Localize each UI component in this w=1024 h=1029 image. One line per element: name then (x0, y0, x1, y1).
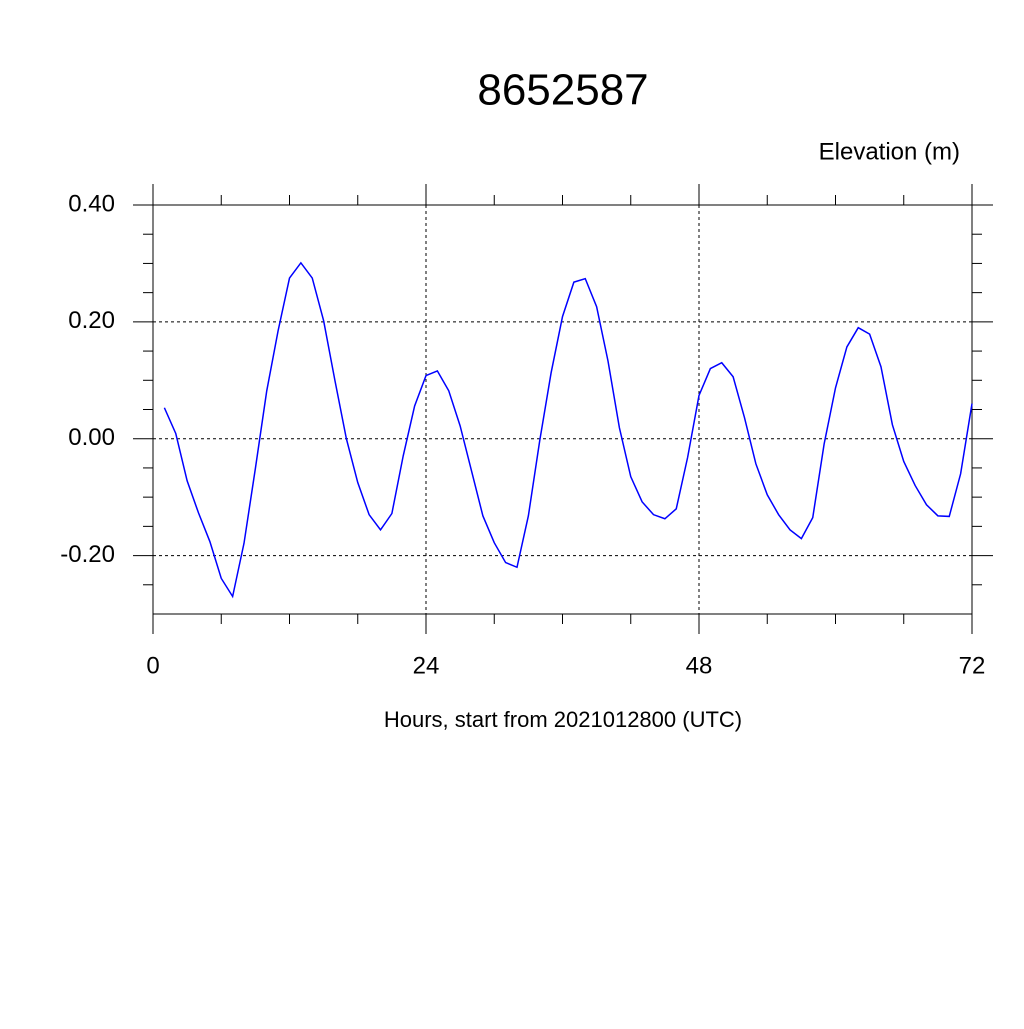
y-axis-label: Elevation (m) (819, 138, 960, 165)
x-tick-label: 48 (686, 652, 713, 679)
x-axis-label: Hours, start from 2021012800 (UTC) (384, 707, 742, 732)
y-tick-label: 0.20 (68, 307, 115, 334)
x-tick-label: 72 (959, 652, 986, 679)
y-tick-label: 0.00 (68, 424, 115, 451)
y-tick-label: 0.40 (68, 190, 115, 217)
data-line (163, 261, 973, 599)
chart-title: 8652587 (477, 66, 648, 115)
x-tick-label: 24 (413, 652, 440, 679)
x-tick-label: 0 (146, 652, 159, 679)
y-tick-label: -0.20 (60, 541, 115, 568)
